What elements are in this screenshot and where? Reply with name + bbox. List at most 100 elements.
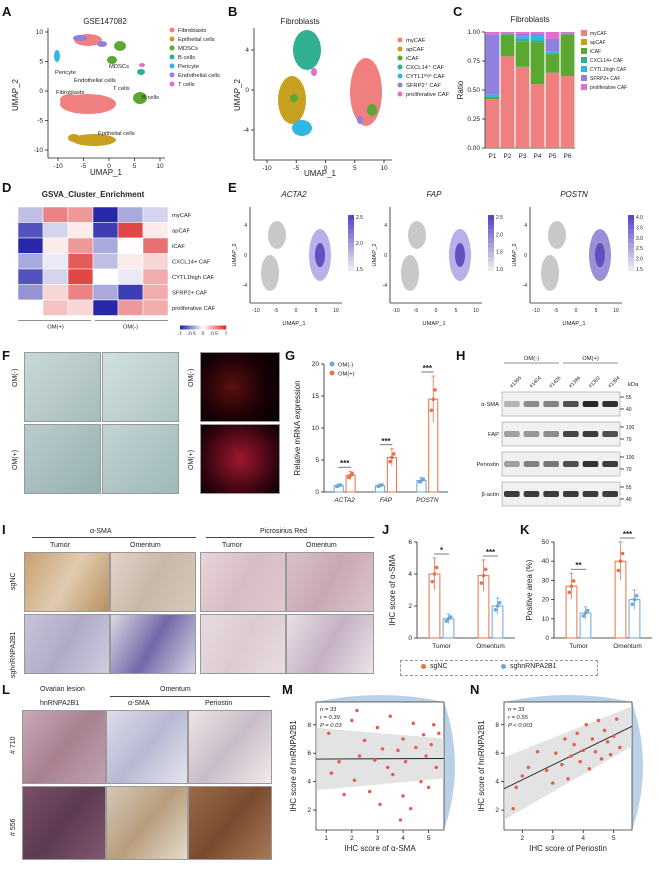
scatter-ytick: 8 xyxy=(495,722,499,729)
bar-ytick: 30 xyxy=(542,577,550,584)
wb-marker: 55 xyxy=(626,395,632,401)
positive-area-bar-chart: 0 10 20 30 40 50 Positive area (%) ** Tumor *** Om… xyxy=(525,530,652,650)
heatmap-cell xyxy=(92,222,119,239)
stacked-bar-segment xyxy=(515,32,530,34)
wb-marker: 40 xyxy=(626,497,632,503)
scatter-point xyxy=(396,748,400,753)
feature-xtick: -5 xyxy=(554,308,559,314)
wb-band xyxy=(543,401,559,407)
scatter-point xyxy=(398,818,403,822)
heatmap-cell xyxy=(42,222,69,239)
feature-ylabel: UMAP_2 xyxy=(512,243,518,266)
stacked-bar-segment xyxy=(515,38,530,42)
scatter-ytick: 6 xyxy=(495,750,499,757)
heatmap-cell xyxy=(17,222,44,239)
feature-scale-tick: 1.0 xyxy=(496,267,503,273)
bar-ytick: 10 xyxy=(542,616,550,623)
chart-c-legend-label: iCAF xyxy=(590,49,601,55)
scatter-sma-vs-hnrnpa2b1: n = 33 r = 0.39 P = 0.03 1 2 3 4 5 2 4 6 8 IHC score… xyxy=(289,695,455,853)
scatter-point xyxy=(584,723,588,727)
heatmap-cell xyxy=(42,253,69,270)
heatmap-cell xyxy=(92,268,119,285)
row-556: # 556 xyxy=(10,818,17,836)
wb-protein-label: β-actin xyxy=(481,492,499,498)
wb-membrane xyxy=(501,481,621,507)
wb-band xyxy=(543,461,559,467)
row-label-om-pos-ifc: OM(+) xyxy=(188,449,195,470)
scatter-xtick: 4 xyxy=(581,835,585,842)
umap-xtick-label: 10 xyxy=(156,163,164,170)
feature-xlabel: UMAP_1 xyxy=(562,321,585,327)
scatter-xtick: 2 xyxy=(350,835,354,842)
data-point xyxy=(391,452,396,456)
feature-ytick: 4 xyxy=(524,223,527,229)
wb-band xyxy=(504,431,520,437)
umap-xtick-label: 0 xyxy=(324,165,328,172)
heatmap-cell xyxy=(67,253,94,270)
heatmap-scale-step xyxy=(196,325,199,330)
western-blot: OM(-) OM(+) #1395 #1404 #1426 #1386 #1392 #1394… xyxy=(476,356,639,507)
ihc-556-hnrnpa2b1 xyxy=(22,786,106,860)
scatter-point xyxy=(551,781,555,785)
wb-marker: 40 xyxy=(626,407,632,413)
col-hnrnpa2b1: hnRNPA2B1 xyxy=(40,700,80,707)
scatter-point xyxy=(419,779,423,784)
ihc-sma-tumor-sghn xyxy=(24,614,110,674)
feature-xtick: -10 xyxy=(532,308,539,314)
annotation-endothelial: Endothelial cells xyxy=(74,78,116,84)
feature-ytick: -4 xyxy=(383,283,388,289)
umap-a-annotations: Pericyte Endothelial cells MDSCs T cells… xyxy=(55,64,159,137)
feature-gene-title: FAP xyxy=(427,190,443,199)
feature-scale-step xyxy=(488,252,494,258)
heatmap-cell xyxy=(117,237,144,254)
feature-xtick: 10 xyxy=(333,308,339,314)
chart-c-xtick: P5 xyxy=(549,153,557,160)
feature-scale-tick: 2.0 xyxy=(356,241,363,247)
feature-xtick: 0 xyxy=(295,308,298,314)
significance-label: ** xyxy=(575,561,582,570)
wb-band xyxy=(602,461,618,467)
feature-scale-step xyxy=(348,238,354,244)
feature-xtick: -10 xyxy=(392,308,399,314)
scatter-point xyxy=(357,754,362,758)
ihc-710-hnrnpa2b1 xyxy=(22,710,106,784)
wb-band xyxy=(582,491,599,497)
feature-gene-title: POSTN xyxy=(560,190,588,199)
legend-label: CYTL1ʰⁱᵍʰ CAF xyxy=(406,72,445,80)
stacked-bar-segment xyxy=(530,33,545,36)
stacked-bar-segment xyxy=(560,32,575,34)
legend-dot xyxy=(169,54,175,60)
feature-cluster xyxy=(261,255,279,291)
stacked-bar-segment xyxy=(545,38,560,52)
feature-scale-step xyxy=(628,247,634,253)
heatmap-scale-step xyxy=(200,325,204,330)
legend-label: Fibroblasts xyxy=(178,28,206,34)
header-ovarian-lesion: Ovarian lesion xyxy=(40,686,85,693)
umap-ytick-label: -10 xyxy=(34,147,44,154)
scatter-point xyxy=(554,751,558,755)
feature-xtick: -5 xyxy=(414,308,419,314)
data-point xyxy=(388,459,392,464)
bar-ytick: 0 xyxy=(545,635,549,642)
feature-scale-tick: 2.0 xyxy=(496,232,503,238)
wb-lane-label: #1386 xyxy=(568,375,582,389)
umap-all-cells-plot: GSE147082 Pericyte Endothelial cells MDS… xyxy=(11,17,220,177)
heatmap-scale-step xyxy=(184,325,188,330)
heatmap-row-label: CXCL14+ CAF xyxy=(172,259,211,265)
legend-dot xyxy=(397,46,403,52)
panel-label-a: A xyxy=(2,4,12,19)
heatmap-cell xyxy=(17,253,44,270)
bar-ytick: 2 xyxy=(408,603,412,610)
data-point xyxy=(479,581,484,585)
legend-label: proliferative CAF xyxy=(406,92,450,98)
feature-ytick: 0 xyxy=(524,253,527,259)
bar-xtick: Omentum xyxy=(476,643,505,650)
scatter-point xyxy=(403,760,408,764)
umap-xtick-label: 10 xyxy=(380,165,388,172)
heatmap-cell xyxy=(92,253,119,270)
wb-band xyxy=(523,461,540,467)
umap-xtick-label: 5 xyxy=(353,165,357,172)
feature-scale-step xyxy=(628,243,634,248)
stacked-bar-segment xyxy=(485,34,500,95)
heatmap-cell xyxy=(142,222,169,239)
